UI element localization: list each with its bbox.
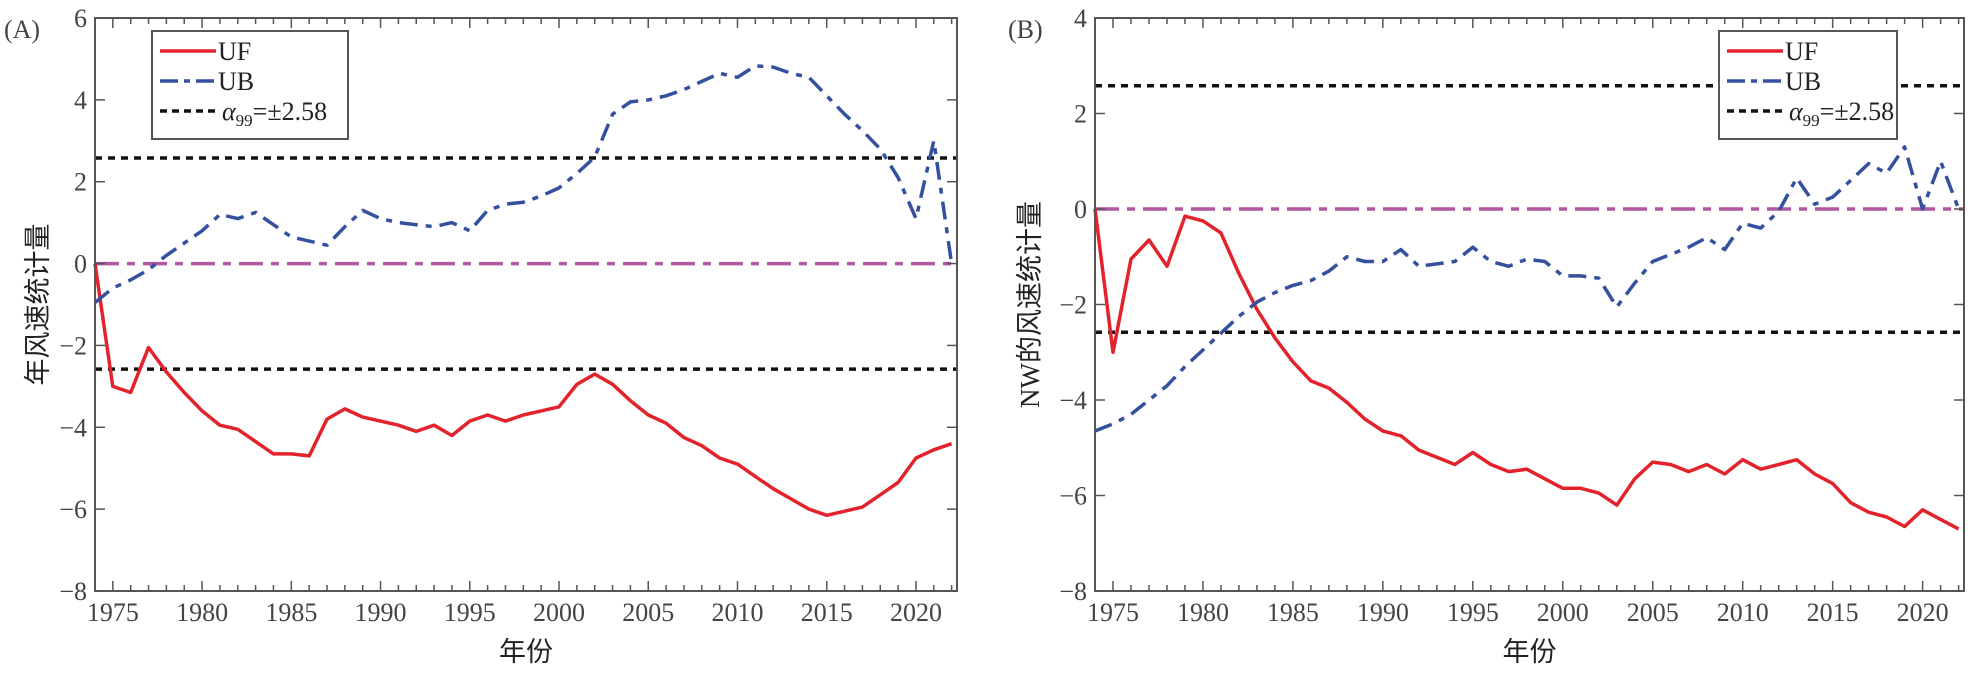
x-tick-label: 1980 bbox=[1177, 598, 1229, 627]
panel-a: (A) 1975 1980 1985 1990 1995 2000 2005 2010 2015 2… bbox=[4, 4, 958, 667]
x-tick-label: 2015 bbox=[801, 598, 853, 627]
y-tick-label: 0 bbox=[74, 250, 87, 279]
y-tick-label: 2 bbox=[74, 168, 87, 197]
panel-b: (B) 1975 1980 1985 1990 1995 2000 2005 2010 2015 2… bbox=[1008, 4, 1965, 667]
legend-label-uf: UF bbox=[218, 37, 251, 66]
x-tick-label: 2020 bbox=[1897, 598, 1949, 627]
x-tick-label: 1975 bbox=[1087, 598, 1139, 627]
y-tick-label: −8 bbox=[1059, 577, 1087, 606]
legend-label-alpha: α99=±2.58 bbox=[222, 97, 327, 130]
x-tick-label: 2000 bbox=[533, 598, 585, 627]
y-tick-label: −6 bbox=[59, 495, 87, 524]
legend-label-alpha: α99=±2.58 bbox=[1789, 97, 1894, 130]
x-tick-label: 1990 bbox=[355, 598, 407, 627]
panel-label: (B) bbox=[1008, 15, 1043, 44]
x-axis-title: 年份 bbox=[1503, 637, 1557, 667]
x-tick-label: 2005 bbox=[622, 598, 674, 627]
legend-label-uf: UF bbox=[1785, 37, 1818, 66]
x-tick-label: 1990 bbox=[1357, 598, 1409, 627]
x-tick-label: 2020 bbox=[890, 598, 942, 627]
alpha-symbol: α bbox=[1789, 97, 1804, 126]
legend-label-ub: UB bbox=[218, 67, 254, 96]
x-tick-label: 1995 bbox=[1447, 598, 1499, 627]
series-line-uf bbox=[93, 263, 953, 518]
alpha-symbol: α bbox=[222, 97, 237, 126]
y-tick-label: −2 bbox=[1059, 291, 1087, 320]
x-tick-label: 1995 bbox=[444, 598, 496, 627]
y-axis-title: NW的风速统计量 bbox=[1015, 201, 1045, 408]
alpha-subscript: 99 bbox=[1803, 111, 1820, 130]
x-tick-label: 2015 bbox=[1807, 598, 1859, 627]
x-tick-label: 1975 bbox=[87, 598, 139, 627]
x-tick-label: 1985 bbox=[265, 598, 317, 627]
legend-box bbox=[151, 30, 349, 140]
x-axis-title: 年份 bbox=[499, 637, 553, 667]
alpha-value: =±2.58 bbox=[1820, 97, 1894, 126]
x-tick-label: 1985 bbox=[1267, 598, 1319, 627]
x-tick-label: 2005 bbox=[1627, 598, 1679, 627]
y-tick-label: 4 bbox=[74, 86, 87, 115]
x-tick-label: 2010 bbox=[1717, 598, 1769, 627]
series-line-uf bbox=[1093, 208, 1960, 531]
legend-box bbox=[1718, 30, 1898, 140]
x-tick-label: 2010 bbox=[711, 598, 763, 627]
axes-box bbox=[94, 17, 958, 592]
y-axis-title: 年风速统计量 bbox=[23, 224, 53, 386]
panel-label: (A) bbox=[4, 15, 40, 44]
y-tick-label: −8 bbox=[59, 577, 87, 606]
alpha-value: =±2.58 bbox=[253, 97, 327, 126]
y-tick-label: 4 bbox=[1074, 4, 1087, 33]
legend-label-ub: UB bbox=[1785, 67, 1821, 96]
y-tick-label: −4 bbox=[59, 413, 87, 442]
x-tick-label: 2000 bbox=[1537, 598, 1589, 627]
y-tick-label: 0 bbox=[1074, 195, 1087, 224]
series-line-ub bbox=[1094, 145, 1961, 433]
series-line-ub bbox=[93, 64, 954, 304]
y-tick-label: −2 bbox=[59, 331, 87, 360]
y-tick-label: −6 bbox=[1059, 482, 1087, 511]
y-tick-label: 6 bbox=[74, 4, 87, 33]
y-tick-label: 2 bbox=[1074, 100, 1087, 129]
y-tick-label: −4 bbox=[1059, 386, 1087, 415]
x-tick-label: 1980 bbox=[176, 598, 228, 627]
alpha-subscript: 99 bbox=[236, 111, 253, 130]
